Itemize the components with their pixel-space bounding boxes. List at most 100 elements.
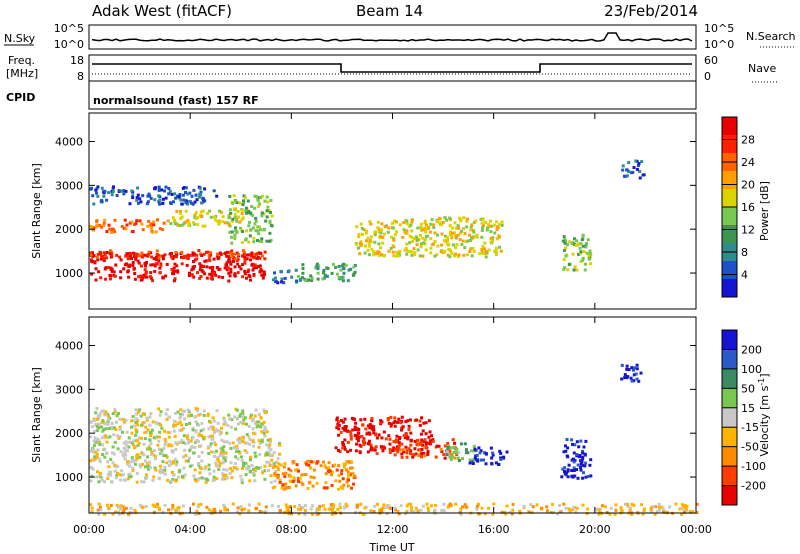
power-cell bbox=[256, 229, 260, 233]
power-cell bbox=[265, 209, 269, 213]
power-cell bbox=[98, 250, 102, 254]
power-cell bbox=[227, 214, 231, 217]
velocity-cell bbox=[634, 372, 638, 376]
power-cell bbox=[128, 221, 132, 225]
velocity-cell bbox=[258, 509, 262, 513]
power-cell bbox=[189, 201, 193, 205]
velocity-cell bbox=[90, 506, 94, 510]
velocity-cell bbox=[331, 503, 335, 506]
velocity-cell bbox=[242, 435, 245, 439]
power-cell bbox=[94, 188, 98, 192]
velocity-cell bbox=[581, 463, 585, 467]
velocity-cell bbox=[480, 506, 484, 510]
power-cell bbox=[241, 254, 245, 258]
velocity-cell bbox=[375, 436, 379, 440]
power-cell bbox=[402, 228, 406, 232]
velocity-cell bbox=[623, 373, 627, 377]
power-cell bbox=[176, 223, 180, 227]
power-cell bbox=[381, 236, 385, 239]
velocity-cell bbox=[223, 477, 227, 481]
power-cell bbox=[151, 230, 155, 234]
power-cell bbox=[341, 275, 345, 279]
velocity-ytick-label: 1000 bbox=[55, 471, 83, 484]
velocity-cell bbox=[217, 459, 221, 463]
velocity-cell bbox=[170, 470, 174, 474]
power-cell bbox=[126, 257, 130, 261]
velocity-cell bbox=[187, 439, 191, 442]
velocity-cell bbox=[172, 423, 176, 427]
power-cell bbox=[568, 240, 572, 244]
power-cell bbox=[191, 202, 195, 206]
power-cell bbox=[453, 254, 457, 258]
power-cell bbox=[352, 265, 356, 269]
power-cell bbox=[489, 219, 492, 223]
power-cell bbox=[571, 252, 575, 256]
power-cell bbox=[199, 210, 203, 214]
power-cell bbox=[489, 240, 493, 244]
velocity-cell bbox=[308, 480, 312, 484]
power-cell bbox=[421, 236, 425, 240]
power-cell bbox=[138, 254, 141, 258]
velocity-cell bbox=[258, 441, 262, 445]
velocity-cell bbox=[215, 449, 218, 453]
power-cell bbox=[229, 252, 233, 256]
velocity-cell bbox=[235, 444, 239, 448]
velocity-cell bbox=[276, 475, 280, 479]
power-cell bbox=[409, 223, 413, 227]
power-cell bbox=[252, 266, 256, 270]
velocity-cell bbox=[242, 418, 246, 422]
velocity-cell bbox=[635, 363, 639, 367]
velocity-cell bbox=[491, 453, 495, 457]
velocity-cell bbox=[296, 507, 300, 511]
velocity-cell bbox=[202, 427, 206, 431]
velocity-cell bbox=[452, 451, 456, 454]
velocity-cell bbox=[175, 463, 179, 467]
velocity-cell bbox=[614, 503, 618, 507]
power-cell bbox=[164, 185, 168, 189]
power-cell bbox=[405, 231, 409, 235]
velocity-cell bbox=[269, 454, 273, 457]
power-cell bbox=[145, 202, 149, 206]
power-cell bbox=[102, 221, 106, 225]
power-cell bbox=[219, 210, 223, 214]
power-cell bbox=[448, 248, 452, 252]
velocity-cell bbox=[207, 427, 211, 431]
velocity-cell bbox=[120, 506, 124, 510]
velocity-cell bbox=[174, 479, 178, 483]
power-cell bbox=[335, 272, 339, 276]
power-cell bbox=[386, 230, 390, 234]
velocity-cell bbox=[576, 463, 580, 467]
power-cell bbox=[265, 215, 269, 219]
velocity-cell bbox=[97, 480, 101, 484]
velocity-cell bbox=[93, 455, 97, 459]
power-cell bbox=[563, 266, 567, 270]
power-cell bbox=[149, 271, 153, 275]
velocity-cell bbox=[468, 458, 472, 462]
velocity-cell bbox=[315, 461, 319, 465]
velocity-cell bbox=[424, 421, 428, 425]
velocity-cell bbox=[450, 455, 454, 459]
velocity-cell bbox=[126, 460, 130, 464]
power-cell bbox=[172, 200, 175, 204]
velocity-cell bbox=[448, 449, 452, 453]
power-cell bbox=[147, 250, 151, 254]
velocity-cell bbox=[545, 505, 549, 509]
power-cell bbox=[577, 242, 581, 246]
velocity-cell bbox=[424, 446, 428, 450]
velocity-cell bbox=[410, 509, 413, 513]
velocity-cell bbox=[110, 422, 114, 425]
velocity-cell bbox=[491, 451, 495, 455]
velocity-cell bbox=[230, 469, 234, 473]
velocity-cell bbox=[392, 421, 396, 425]
velocity-cell bbox=[680, 512, 683, 516]
velocity-cell bbox=[176, 422, 180, 426]
power-cell bbox=[181, 223, 185, 227]
velocity-cell bbox=[92, 439, 96, 443]
power-cell bbox=[225, 263, 228, 267]
power-cell bbox=[433, 240, 437, 244]
velocity-cell bbox=[172, 425, 175, 429]
velocity-cell bbox=[268, 437, 272, 441]
velocity-cell bbox=[103, 512, 107, 516]
velocity-cell bbox=[315, 481, 319, 485]
